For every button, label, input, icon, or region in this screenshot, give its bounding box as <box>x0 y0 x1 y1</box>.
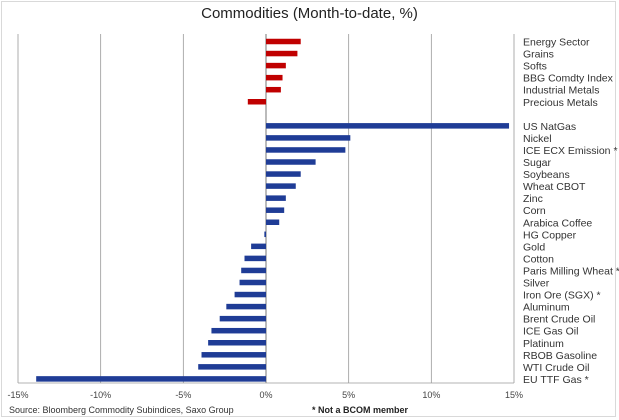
bar <box>266 159 316 165</box>
bar <box>208 340 266 346</box>
bar <box>251 243 266 250</box>
category-label: Cotton <box>523 253 554 265</box>
category-label: Corn <box>523 205 546 217</box>
bar <box>234 291 266 298</box>
category-label: ICE ECX Emission * <box>523 145 618 157</box>
bar <box>266 123 510 129</box>
category-label: Soybeans <box>523 169 570 181</box>
category-label: Platinum <box>523 338 564 350</box>
bar <box>36 376 266 382</box>
category-label: Iron Ore (SGX) * <box>523 290 601 302</box>
bar <box>266 207 285 213</box>
category-label: Softs <box>523 61 547 73</box>
bar <box>266 135 351 141</box>
category-label: EU TTF Gas * <box>523 374 589 386</box>
category-label: Silver <box>523 278 550 290</box>
x-tick-label: 15% <box>505 390 523 400</box>
bar <box>241 267 266 274</box>
category-label: BBG Comdty Index <box>523 73 614 85</box>
bar <box>226 303 266 310</box>
x-tick-label: -15% <box>7 390 28 400</box>
x-tick-label: -10% <box>90 390 111 400</box>
bar <box>266 86 281 93</box>
category-label: Wheat CBOT <box>523 181 586 193</box>
category-label: US NatGas <box>523 121 576 133</box>
category-label: ICE Gas Oil <box>523 326 578 338</box>
bar <box>266 183 296 189</box>
category-label: WTI Crude Oil <box>523 362 590 374</box>
bar <box>266 50 298 57</box>
bar <box>266 74 283 81</box>
bar <box>211 327 266 334</box>
bar <box>266 219 280 225</box>
category-label: RBOB Gasoline <box>523 350 597 362</box>
category-label: Grains <box>523 49 554 61</box>
x-tick-label: -5% <box>175 390 191 400</box>
bar <box>266 62 286 69</box>
bar <box>198 364 266 370</box>
category-label: Zinc <box>523 193 543 205</box>
x-tick-label: 0% <box>259 390 272 400</box>
x-tick-label: 10% <box>422 390 440 400</box>
bar <box>266 171 301 177</box>
bar <box>239 279 266 286</box>
bar <box>201 352 266 358</box>
category-label: Energy Sector <box>523 37 590 49</box>
bar <box>266 147 346 153</box>
category-label: HG Copper <box>523 229 577 241</box>
bar <box>264 231 266 238</box>
category-label: Industrial Metals <box>523 85 599 97</box>
source-note: Source: Bloomberg Commodity Subindices, … <box>9 405 234 415</box>
category-label: Sugar <box>523 157 552 169</box>
category-label: Paris Milling Wheat * <box>523 265 619 277</box>
x-tick-label: 5% <box>342 390 355 400</box>
category-label: Nickel <box>523 133 552 145</box>
chart-title: Commodities (Month-to-date, %) <box>201 5 418 22</box>
category-label: Aluminum <box>523 302 570 314</box>
category-label: Brent Crude Oil <box>523 314 595 326</box>
bcom-footnote: * Not a BCOM member <box>312 405 409 415</box>
bar <box>266 38 301 45</box>
category-label: Arabica Coffee <box>523 217 592 229</box>
category-label: Gold <box>523 241 545 253</box>
bar <box>219 315 266 322</box>
bar <box>247 99 266 105</box>
category-label: Precious Metals <box>523 97 598 109</box>
bar <box>244 255 266 262</box>
bar <box>266 195 286 201</box>
